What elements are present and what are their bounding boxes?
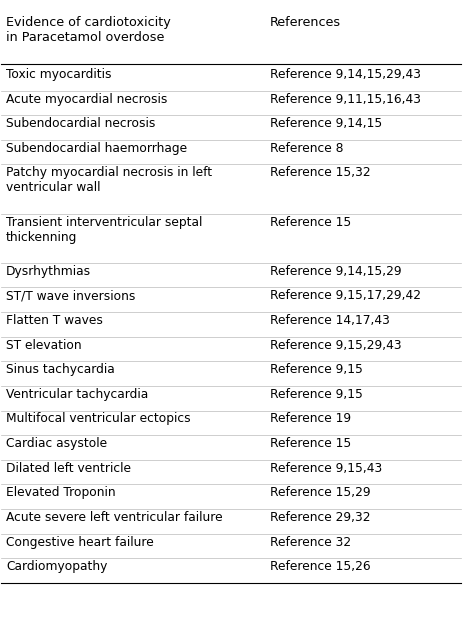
- Text: Reference 8: Reference 8: [269, 142, 343, 154]
- Text: Cardiomyopathy: Cardiomyopathy: [6, 560, 107, 573]
- Text: ST elevation: ST elevation: [6, 339, 81, 352]
- Text: Reference 15: Reference 15: [269, 216, 350, 229]
- Text: Toxic myocarditis: Toxic myocarditis: [6, 68, 111, 81]
- Text: Reference 9,14,15: Reference 9,14,15: [269, 117, 382, 130]
- Text: Reference 9,15,43: Reference 9,15,43: [269, 462, 382, 475]
- Text: Reference 15,29: Reference 15,29: [269, 486, 370, 499]
- Text: Subendocardial haemorrhage: Subendocardial haemorrhage: [6, 142, 187, 154]
- Text: Acute severe left ventricular failure: Acute severe left ventricular failure: [6, 511, 222, 524]
- Text: Acute myocardial necrosis: Acute myocardial necrosis: [6, 93, 167, 106]
- Text: Elevated Troponin: Elevated Troponin: [6, 486, 115, 499]
- Text: Ventricular tachycardia: Ventricular tachycardia: [6, 388, 148, 401]
- Text: Dilated left ventricle: Dilated left ventricle: [6, 462, 131, 475]
- Text: ST/T wave inversions: ST/T wave inversions: [6, 289, 135, 302]
- Text: Reference 9,15,29,43: Reference 9,15,29,43: [269, 339, 401, 352]
- Text: Congestive heart failure: Congestive heart failure: [6, 536, 153, 549]
- Text: Reference 14,17,43: Reference 14,17,43: [269, 314, 389, 327]
- Text: Transient interventricular septal
thickenning: Transient interventricular septal thicke…: [6, 216, 202, 243]
- Text: Multifocal ventricular ectopics: Multifocal ventricular ectopics: [6, 412, 190, 425]
- Text: Reference 9,14,15,29: Reference 9,14,15,29: [269, 265, 401, 278]
- Text: Reference 9,15,17,29,42: Reference 9,15,17,29,42: [269, 289, 420, 302]
- Text: Reference 15: Reference 15: [269, 437, 350, 450]
- Text: Reference 32: Reference 32: [269, 536, 350, 549]
- Text: Sinus tachycardia: Sinus tachycardia: [6, 363, 114, 376]
- Text: Reference 29,32: Reference 29,32: [269, 511, 370, 524]
- Text: Flatten T waves: Flatten T waves: [6, 314, 103, 327]
- Text: Subendocardial necrosis: Subendocardial necrosis: [6, 117, 155, 130]
- Text: Reference 19: Reference 19: [269, 412, 350, 425]
- Text: Dysrhythmias: Dysrhythmias: [6, 265, 91, 278]
- Text: Reference 9,11,15,16,43: Reference 9,11,15,16,43: [269, 93, 420, 106]
- Text: Cardiac asystole: Cardiac asystole: [6, 437, 107, 450]
- Text: Reference 15,26: Reference 15,26: [269, 560, 370, 573]
- Text: Reference 9,15: Reference 9,15: [269, 363, 362, 376]
- Text: Reference 9,15: Reference 9,15: [269, 388, 362, 401]
- Text: Reference 9,14,15,29,43: Reference 9,14,15,29,43: [269, 68, 420, 81]
- Text: Evidence of cardiotoxicity
in Paracetamol overdose: Evidence of cardiotoxicity in Paracetamo…: [6, 15, 170, 43]
- Text: Patchy myocardial necrosis in left
ventricular wall: Patchy myocardial necrosis in left ventr…: [6, 166, 212, 195]
- Text: Reference 15,32: Reference 15,32: [269, 166, 370, 179]
- Text: References: References: [269, 15, 341, 28]
